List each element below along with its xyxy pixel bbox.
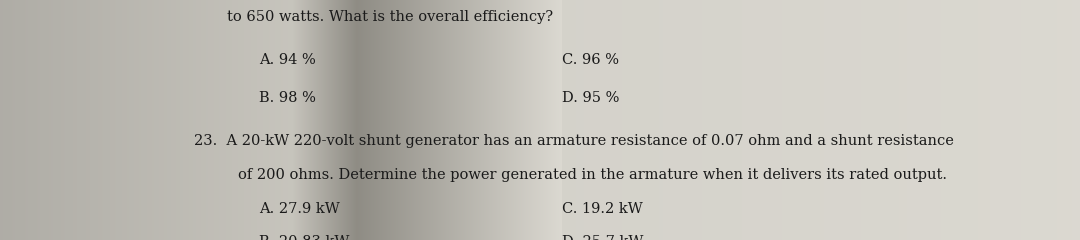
Text: D. 25.7 kW: D. 25.7 kW — [562, 235, 643, 240]
Text: of 200 ohms. Determine the power generated in the armature when it delivers its : of 200 ohms. Determine the power generat… — [238, 168, 946, 182]
Text: to 650 watts. What is the overall efficiency?: to 650 watts. What is the overall effici… — [227, 10, 553, 24]
Text: B. 20.83 kW: B. 20.83 kW — [259, 235, 350, 240]
Text: A. 27.9 kW: A. 27.9 kW — [259, 202, 340, 216]
Text: B. 98 %: B. 98 % — [259, 91, 316, 105]
Text: 23.  A 20-kW 220-volt shunt generator has an armature resistance of 0.07 ohm and: 23. A 20-kW 220-volt shunt generator has… — [194, 134, 955, 148]
Text: D. 95 %: D. 95 % — [562, 91, 619, 105]
Text: C. 96 %: C. 96 % — [562, 53, 619, 67]
Text: A. 94 %: A. 94 % — [259, 53, 316, 67]
Text: C. 19.2 kW: C. 19.2 kW — [562, 202, 643, 216]
